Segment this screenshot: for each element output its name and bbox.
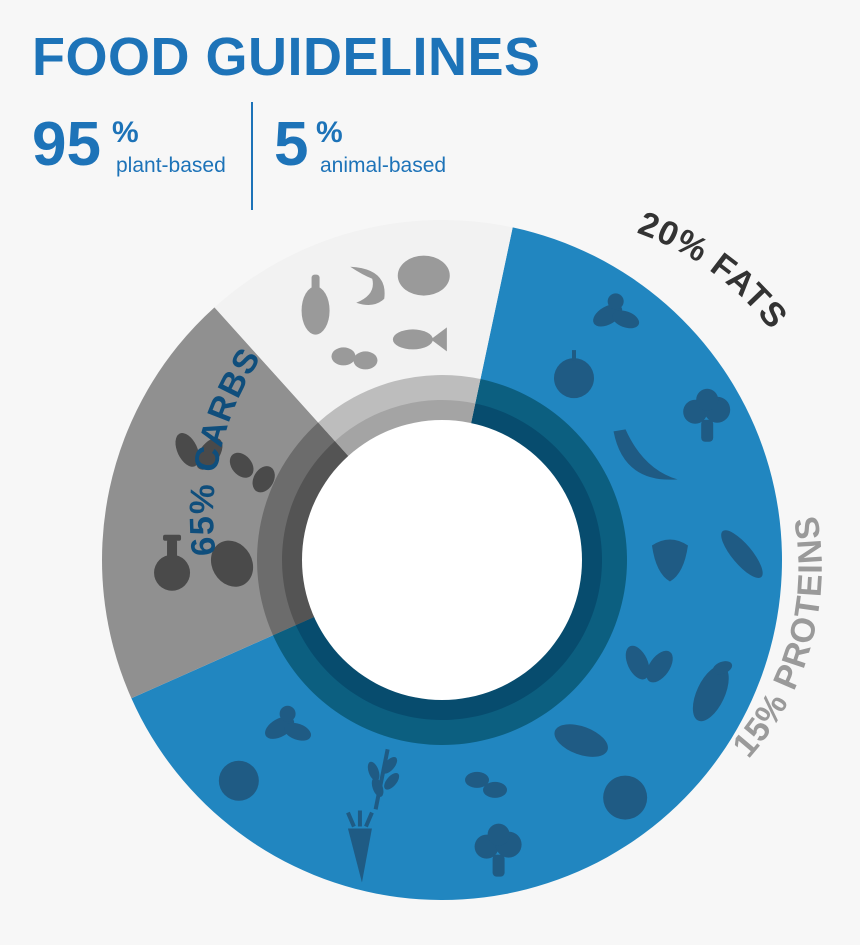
- broccoli-icon: [474, 823, 522, 877]
- plant-based-percent-sign: %: [112, 116, 139, 149]
- animal-based-percent-sign: %: [316, 116, 343, 149]
- animal-based-value: 5: [274, 110, 309, 179]
- beans-icon: [465, 771, 508, 798]
- wheat-icon: [367, 748, 400, 810]
- leaves-icon: [175, 433, 223, 470]
- apple-icon: [553, 350, 594, 399]
- carrot-icon: [346, 810, 374, 883]
- plant-based-label: plant-based: [116, 154, 226, 177]
- corn-icon: [692, 661, 733, 722]
- banana-icon: [613, 429, 678, 480]
- chicken-leg-icon: [301, 274, 330, 335]
- lemon-icon: [218, 760, 259, 801]
- nuts-icon: [229, 452, 275, 493]
- page-title: FOOD GUIDELINES: [32, 27, 541, 87]
- pepper-icon: [721, 530, 763, 578]
- leaves-icon: [625, 645, 673, 683]
- steak-icon: [397, 255, 450, 296]
- strawberry-icon: [651, 539, 688, 582]
- plant-based-value: 95: [32, 110, 101, 179]
- sweet-potato-icon: [554, 724, 608, 757]
- donut-center: [302, 420, 582, 700]
- animal-based-label: animal-based: [320, 154, 447, 177]
- stat-divider: [251, 102, 253, 210]
- avocado-icon: [210, 540, 254, 587]
- ginger-icon: [593, 293, 640, 329]
- shrimp-icon: [350, 266, 385, 305]
- food-icons: [154, 255, 763, 883]
- ginger-icon: [265, 705, 312, 741]
- tomato-icon: [603, 775, 648, 820]
- broccoli-icon: [683, 388, 731, 442]
- eggs-icon: [331, 347, 378, 370]
- oil-bottle-icon: [154, 534, 191, 591]
- fish-icon: [392, 327, 447, 352]
